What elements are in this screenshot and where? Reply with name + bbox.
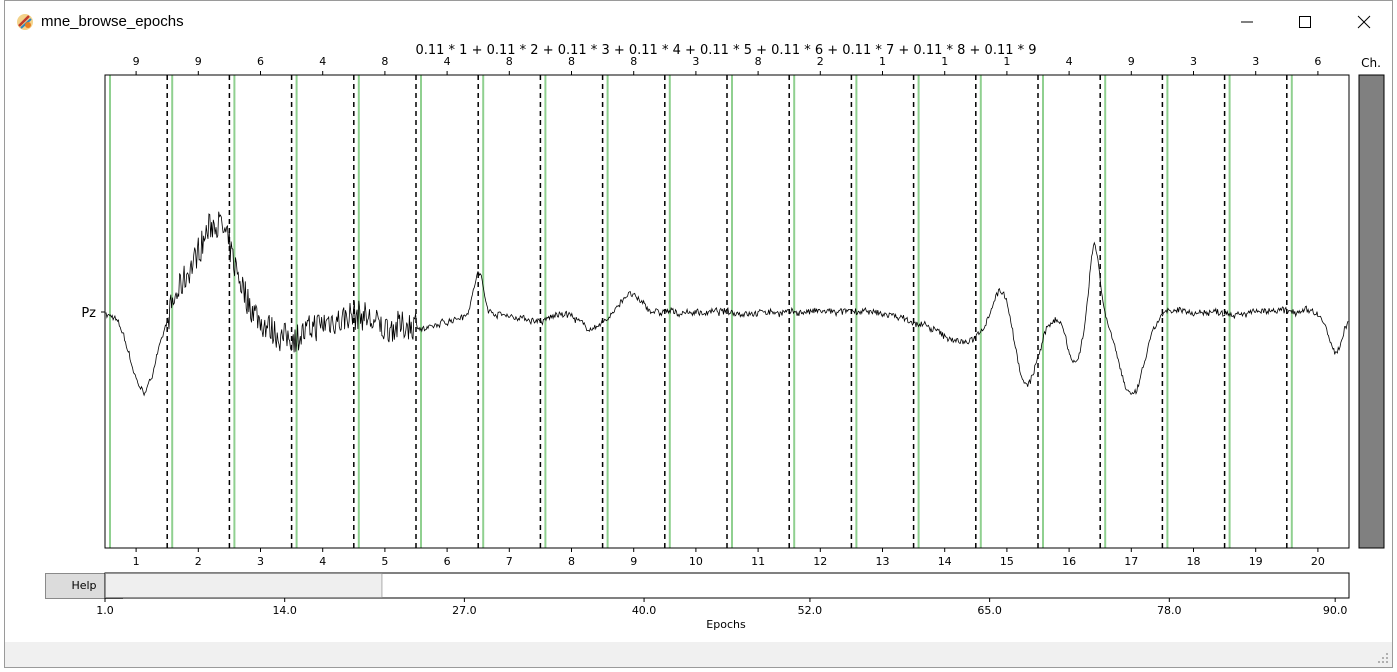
close-button[interactable] — [1341, 7, 1387, 37]
epoch-number-label: 5 — [381, 555, 388, 568]
slider-tick-label: 40.0 — [632, 604, 657, 617]
event-id-label: 4 — [319, 55, 326, 68]
status-bar — [5, 642, 1392, 667]
slider-tick-label: 14.0 — [272, 604, 297, 617]
epoch-number-label: 2 — [195, 555, 202, 568]
pz-signal-trace — [105, 211, 1349, 397]
epoch-number-label: 15 — [1000, 555, 1014, 568]
epoch-number-label: 4 — [319, 555, 326, 568]
epoch-number-label: 18 — [1187, 555, 1201, 568]
window-title: mne_browse_epochs — [41, 13, 184, 30]
event-id-label: 6 — [257, 55, 264, 68]
event-id-label: 6 — [1314, 55, 1321, 68]
maximize-button[interactable] — [1282, 7, 1328, 37]
epoch-number-label: 11 — [751, 555, 765, 568]
epoch-slider-ticks: 1.0 14.0 27.0 40.0 52.0 65.0 78.0 90.0 — [96, 598, 1347, 617]
slider-tick-label: 1.0 — [96, 604, 114, 617]
close-icon — [1357, 15, 1371, 29]
mne-app-icon — [17, 14, 33, 30]
epoch-number-label: 13 — [876, 555, 890, 568]
minimize-button[interactable] — [1224, 7, 1270, 37]
event-id-label: 8 — [506, 55, 513, 68]
channel-label: Pz — [81, 306, 96, 321]
slider-tick-label: 65.0 — [977, 604, 1002, 617]
epoch-number-label: 1 — [133, 555, 140, 568]
event-id-label: 9 — [133, 55, 140, 68]
slider-tick-label: 90.0 — [1323, 604, 1348, 617]
event-id-label: 3 — [692, 55, 699, 68]
epoch-scrollbar-thumb[interactable] — [105, 573, 383, 598]
event-id-label: 8 — [755, 55, 762, 68]
chart-title: 0.11 * 1 + 0.11 * 2 + 0.11 * 3 + 0.11 * … — [415, 43, 1036, 58]
epoch-number-label: 3 — [257, 555, 264, 568]
event-id-label: 1 — [879, 55, 886, 68]
event-id-label: 3 — [1190, 55, 1197, 68]
channel-scrollbar-label: Ch. — [1361, 56, 1381, 70]
channel-scrollbar-thumb[interactable] — [1359, 75, 1384, 548]
slider-tick-label: 27.0 — [452, 604, 477, 617]
event-id-label: 2 — [817, 55, 824, 68]
slider-tick-label: 78.0 — [1157, 604, 1182, 617]
title-bar: mne_browse_epochs — [5, 1, 1392, 41]
epoch-number-label: 8 — [568, 555, 575, 568]
epoch-number-label: 19 — [1249, 555, 1263, 568]
event-id-label: 9 — [195, 55, 202, 68]
epoch-number-label: 7 — [506, 555, 513, 568]
event-id-ticks: 9 9 6 4 8 4 8 8 8 3 8 2 1 1 1 4 9 3 3 6 — [133, 55, 1321, 75]
epoch-number-label: 6 — [444, 555, 451, 568]
slider-tick-label: 52.0 — [798, 604, 823, 617]
epoch-number-label: 17 — [1124, 555, 1138, 568]
epoch-number-ticks: 1 2 3 4 5 6 7 8 9 10 11 12 13 14 15 16 17 18 19 20 — [133, 548, 1325, 568]
epoch-number-label: 16 — [1062, 555, 1076, 568]
resize-grip-icon[interactable] — [1377, 652, 1389, 664]
maximize-icon — [1299, 16, 1311, 28]
event-id-label: 4 — [1066, 55, 1073, 68]
epoch-number-label: 9 — [630, 555, 637, 568]
event-id-label: 9 — [1128, 55, 1135, 68]
epoch-number-label: 12 — [813, 555, 827, 568]
event-id-label: 8 — [381, 55, 388, 68]
event-id-label: 4 — [444, 55, 451, 68]
event-id-label: 3 — [1252, 55, 1259, 68]
event-id-label: 8 — [568, 55, 575, 68]
event-id-label: 1 — [941, 55, 948, 68]
epoch-axis-label: Epochs — [706, 618, 746, 631]
event-id-label: 8 — [630, 55, 637, 68]
epoch-number-label: 20 — [1311, 555, 1325, 568]
event-id-label: 1 — [1003, 55, 1010, 68]
minimize-icon — [1241, 21, 1253, 23]
epoch-number-label: 14 — [938, 555, 952, 568]
epoch-number-label: 10 — [689, 555, 703, 568]
